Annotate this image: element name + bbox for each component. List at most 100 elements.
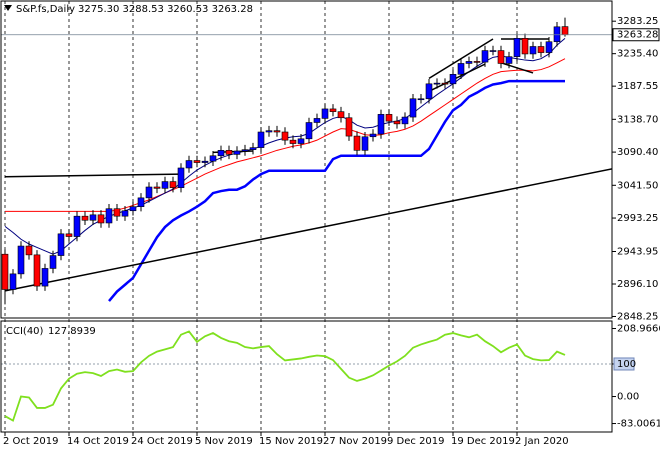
y-tick-label: 2943.95 bbox=[617, 247, 658, 258]
candle-body bbox=[489, 50, 497, 52]
candle-body bbox=[25, 245, 33, 256]
chart-title: S&P.fs,Daily bbox=[16, 4, 75, 15]
x-tick-label: 24 Oct 2019 bbox=[131, 436, 193, 447]
candle-body bbox=[433, 82, 441, 85]
candle-body bbox=[249, 147, 257, 150]
candle-body bbox=[1, 253, 9, 290]
trend-line bbox=[4, 173, 182, 178]
price-panel-frame bbox=[0, 0, 613, 319]
y-tick-label: 3187.55 bbox=[617, 81, 658, 92]
y-tick-label: 3138.70 bbox=[617, 114, 658, 125]
candle-body bbox=[505, 56, 513, 64]
price-panel bbox=[1, 17, 612, 305]
candle-body bbox=[161, 181, 169, 189]
candle-body bbox=[417, 98, 425, 101]
candle-body bbox=[465, 61, 473, 64]
y-tick-label: 2993.25 bbox=[617, 213, 658, 224]
x-tick-label: 9 Dec 2019 bbox=[387, 436, 445, 447]
candle-body bbox=[73, 215, 81, 237]
candle-body bbox=[377, 114, 385, 135]
candle-body bbox=[241, 149, 249, 152]
candle-body bbox=[409, 98, 417, 118]
y-tick-label: 3235.40 bbox=[617, 49, 658, 60]
candle-body bbox=[65, 233, 73, 237]
candle-body bbox=[265, 130, 273, 133]
cci-panel bbox=[1, 330, 612, 422]
candle-body bbox=[57, 233, 65, 256]
candle-body bbox=[537, 46, 545, 53]
candle-body bbox=[401, 116, 409, 125]
candle-body bbox=[233, 150, 241, 155]
y-tick-label: 3090.40 bbox=[617, 147, 658, 158]
candle-body bbox=[281, 131, 289, 141]
candle-body bbox=[441, 82, 449, 85]
level-box bbox=[613, 357, 635, 371]
candle-body bbox=[273, 130, 281, 133]
candle-body bbox=[449, 74, 457, 85]
candle-body bbox=[9, 273, 17, 290]
candle-body bbox=[41, 268, 49, 287]
candle-body bbox=[497, 50, 505, 64]
x-tick-label: 2 Oct 2019 bbox=[3, 436, 58, 447]
candle-body bbox=[49, 255, 57, 269]
candle-body bbox=[353, 135, 361, 151]
last-price-label: 3263.28 bbox=[617, 30, 658, 41]
candle-body bbox=[145, 186, 153, 199]
x-tick-label: 2 Jan 2020 bbox=[515, 436, 569, 447]
axes-layer: 2 Oct 2019 14 Oct 2019 24 Oct 2019 5 Nov 20… bbox=[3, 16, 660, 447]
overlay-line bbox=[108, 79, 565, 302]
candle-body bbox=[393, 120, 401, 125]
candle-body bbox=[97, 214, 105, 224]
candle-body bbox=[121, 210, 129, 217]
last-price-box bbox=[612, 28, 660, 42]
candle-body bbox=[329, 108, 337, 112]
candle-body bbox=[425, 83, 433, 100]
candle-body bbox=[105, 208, 113, 224]
candle-body bbox=[337, 111, 345, 119]
candle-body bbox=[321, 108, 329, 119]
x-tick-label: 14 Oct 2019 bbox=[67, 436, 129, 447]
x-tick-label: 5 Nov 2019 bbox=[195, 436, 253, 447]
candle-body bbox=[553, 26, 561, 43]
candle-body bbox=[169, 181, 177, 188]
collapse-arrow[interactable] bbox=[4, 5, 12, 11]
candle-body bbox=[561, 26, 569, 36]
indicator-value: 127.8939 bbox=[48, 326, 96, 337]
candle-body bbox=[33, 254, 41, 287]
candle-body bbox=[177, 167, 185, 188]
candle-body bbox=[481, 50, 489, 63]
candle-body bbox=[129, 206, 137, 212]
candle-body bbox=[457, 63, 465, 75]
indicator-name: CCI(40) bbox=[6, 326, 44, 337]
candle-body bbox=[225, 150, 233, 155]
candle-body bbox=[545, 41, 553, 53]
x-tick-label: 15 Nov 2019 bbox=[259, 436, 323, 447]
trend-line bbox=[500, 62, 534, 74]
candle-body bbox=[89, 214, 97, 221]
candle-body bbox=[113, 208, 121, 217]
trend-line bbox=[428, 63, 486, 92]
candle-body bbox=[17, 245, 25, 275]
candle-body bbox=[385, 114, 393, 122]
candle-body bbox=[217, 150, 225, 157]
candle-body bbox=[529, 46, 537, 55]
candle-body bbox=[305, 122, 313, 140]
cci-line bbox=[4, 330, 566, 422]
candle-body bbox=[345, 117, 353, 137]
y-tick-label: 208.9666 bbox=[617, 324, 660, 335]
candle-body bbox=[137, 197, 145, 207]
x-tick-label: 27 Nov 2019 bbox=[323, 436, 387, 447]
candle-body bbox=[209, 155, 217, 162]
candle-body bbox=[521, 38, 529, 55]
candle-body bbox=[473, 61, 481, 63]
y-tick-label: 2896.10 bbox=[617, 279, 658, 290]
candle-body bbox=[153, 186, 161, 189]
candle-body bbox=[369, 133, 377, 138]
candle-body bbox=[193, 160, 201, 163]
candle-body bbox=[185, 160, 193, 169]
x-tick-label: 19 Dec 2019 bbox=[451, 436, 515, 447]
candle-body bbox=[313, 118, 321, 123]
y-tick-label: 0.00 bbox=[617, 392, 639, 403]
trend-line bbox=[4, 168, 612, 292]
